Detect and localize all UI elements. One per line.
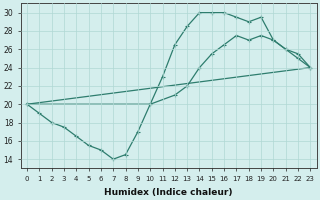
X-axis label: Humidex (Indice chaleur): Humidex (Indice chaleur)	[104, 188, 233, 197]
